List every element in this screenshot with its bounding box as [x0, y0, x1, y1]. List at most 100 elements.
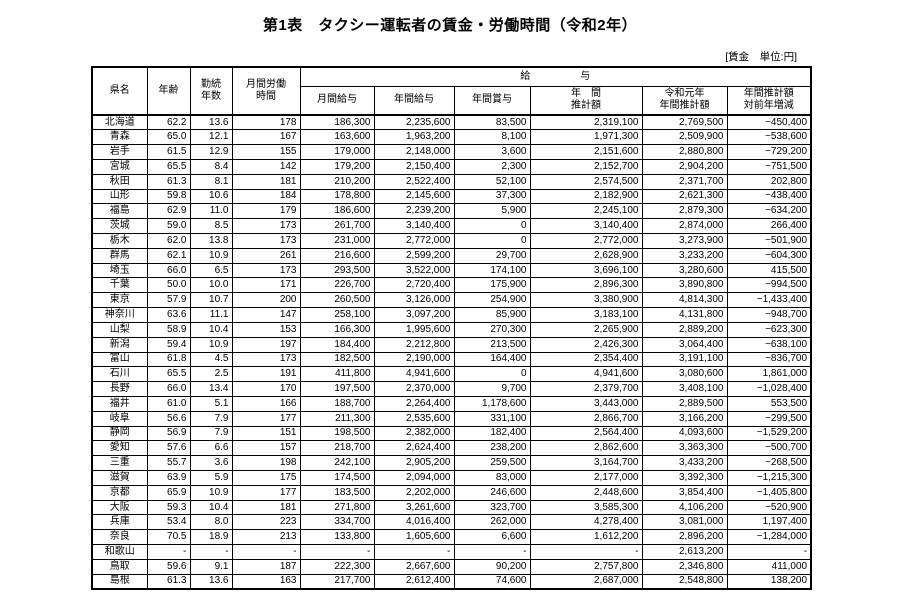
value-cell: 217,700 — [299, 573, 375, 590]
value-cell: 66.0 — [146, 381, 191, 397]
value-cell: 4,278,400 — [529, 514, 643, 531]
value-cell: 61.8 — [146, 351, 191, 368]
value-cell: 58.9 — [146, 321, 191, 338]
unit-note: [賃金 単位:円] — [725, 51, 797, 63]
prefecture-cell: 福井 — [91, 395, 148, 412]
table-row: 愛知 57.6 6.6 157 218,700 2,624,400 238,200 2,862… — [91, 440, 812, 457]
value-cell: 2,235,600 — [373, 114, 455, 131]
prefecture-cell: 大阪 — [91, 499, 148, 516]
prefecture-cell: 宮城 — [91, 158, 148, 175]
value-cell: −948,700 — [726, 307, 812, 323]
value-cell: 2,896,200 — [641, 529, 728, 546]
value-cell: 177 — [231, 484, 301, 501]
value-cell: 3,140,400 — [529, 218, 643, 234]
value-cell: 331,100 — [453, 410, 531, 427]
value-cell: 59.4 — [146, 336, 191, 353]
header-sub-row: 月間給与 年間給与 年間賞与 年 間 推計額 令和元年 年間推計額 年間推計額 … — [92, 85, 812, 116]
value-cell: −500,700 — [726, 440, 812, 457]
value-cell: −751,500 — [726, 158, 812, 175]
value-cell: 55.7 — [146, 455, 191, 471]
value-cell: 10.9 — [189, 484, 233, 501]
value-cell: 153 — [231, 321, 301, 338]
value-cell: 226,700 — [299, 277, 375, 294]
value-cell: 173 — [231, 351, 301, 368]
table-body: 北海道 62.2 13.6 178 186,300 2,235,600 83,500 2,31… — [91, 114, 812, 590]
table-row: 三重 55.7 3.6 198 242,100 2,905,200 259,500 3,164… — [91, 455, 812, 471]
value-cell: 2,879,300 — [641, 203, 728, 220]
value-cell: 57.6 — [146, 440, 191, 457]
value-cell: 4,131,800 — [641, 307, 728, 323]
value-cell: 258,100 — [299, 307, 375, 323]
value-cell: 2,371,700 — [641, 173, 728, 190]
header-group-row: 県名 年齢 勤続 年数 月間労働 時間 給 与 — [91, 66, 812, 116]
prefecture-cell: 東京 — [91, 292, 148, 309]
prefecture-cell: 岐阜 — [91, 410, 148, 427]
table-row: 岩手 61.5 12.9 155 179,000 2,148,000 3,600 2,151,… — [91, 144, 812, 160]
table-row: 福井 61.0 5.1 166 188,700 2,264,400 1,178,600 3,4… — [91, 395, 812, 412]
column-header-annual-estimate: 年 間 推計額 — [529, 85, 643, 116]
value-cell: 2,148,000 — [373, 144, 455, 160]
value-cell: 4,814,300 — [641, 292, 728, 309]
prefecture-cell: 京都 — [91, 484, 148, 501]
value-cell: −836,700 — [726, 351, 812, 368]
value-cell: 62.0 — [146, 233, 191, 249]
table-row: 岐阜 56.6 7.9 177 211,300 2,535,600 331,100 2,866… — [91, 410, 812, 427]
value-cell: 182,400 — [453, 425, 531, 442]
value-cell: 2,905,200 — [373, 455, 455, 471]
value-cell: 10.9 — [189, 247, 233, 264]
prefecture-cell: 福島 — [91, 203, 148, 220]
prefecture-cell: 茨城 — [91, 218, 148, 234]
value-cell: −638,100 — [726, 336, 812, 353]
value-cell: 7.9 — [189, 425, 233, 442]
value-cell: 323,700 — [453, 499, 531, 516]
value-cell: 2,564,400 — [529, 425, 643, 442]
table-row: 滋賀 63.9 5.9 175 174,500 2,094,000 83,000 2,177,… — [91, 470, 812, 486]
value-cell: 231,000 — [299, 233, 375, 249]
value-cell: 2,182,900 — [529, 188, 643, 205]
value-cell: 173 — [231, 262, 301, 279]
value-cell: −538,600 — [726, 129, 812, 146]
value-cell: 3,522,000 — [373, 262, 455, 279]
value-cell: 175,900 — [453, 277, 531, 294]
value-cell: 242,100 — [299, 455, 375, 471]
value-cell: 187 — [231, 558, 301, 575]
value-cell: 2,354,400 — [529, 351, 643, 368]
value-cell: 2,535,600 — [373, 410, 455, 427]
value-cell: 133,800 — [299, 529, 375, 546]
value-cell: 2,150,400 — [373, 158, 455, 175]
value-cell: 18.9 — [189, 529, 233, 546]
value-cell: 2,264,400 — [373, 395, 455, 412]
value-cell: −268,500 — [726, 455, 812, 471]
value-cell: 261 — [231, 247, 301, 264]
value-cell: 1,605,600 — [373, 529, 455, 546]
value-cell: 238,200 — [453, 440, 531, 457]
value-cell: 246,600 — [453, 484, 531, 501]
value-cell: 9.1 — [189, 558, 233, 575]
value-cell: 197,500 — [299, 381, 375, 397]
table-row: 石川 65.5 2.5 191 411,800 4,941,600 0 4,941,600 3,… — [91, 366, 812, 383]
value-cell: 2,628,900 — [529, 247, 643, 264]
value-cell: 2,151,600 — [529, 144, 643, 160]
value-cell: −994,500 — [726, 277, 812, 294]
value-cell: 53.4 — [146, 514, 191, 531]
value-cell: 2.5 — [189, 366, 233, 383]
prefecture-cell: 富山 — [91, 351, 148, 368]
value-cell: 3,585,300 — [529, 499, 643, 516]
column-header-prev-year-estimate: 令和元年 年間推計額 — [641, 85, 728, 116]
value-cell: 166,300 — [299, 321, 375, 338]
value-cell: 2,896,300 — [529, 277, 643, 294]
value-cell: 163,600 — [299, 129, 375, 146]
value-cell: 10.6 — [189, 188, 233, 205]
value-cell: 411,800 — [299, 366, 375, 383]
value-cell: 1,963,200 — [373, 129, 455, 146]
value-cell: - — [726, 544, 812, 560]
value-cell: 181 — [231, 173, 301, 190]
value-cell: 210,200 — [299, 173, 375, 190]
value-cell: 5.1 — [189, 395, 233, 412]
value-cell: 61.3 — [146, 573, 191, 590]
value-cell: 63.6 — [146, 307, 191, 323]
value-cell: 181 — [231, 499, 301, 516]
value-cell: 3,273,900 — [641, 233, 728, 249]
value-cell: 59.6 — [146, 558, 191, 575]
value-cell: 10.9 — [189, 336, 233, 353]
